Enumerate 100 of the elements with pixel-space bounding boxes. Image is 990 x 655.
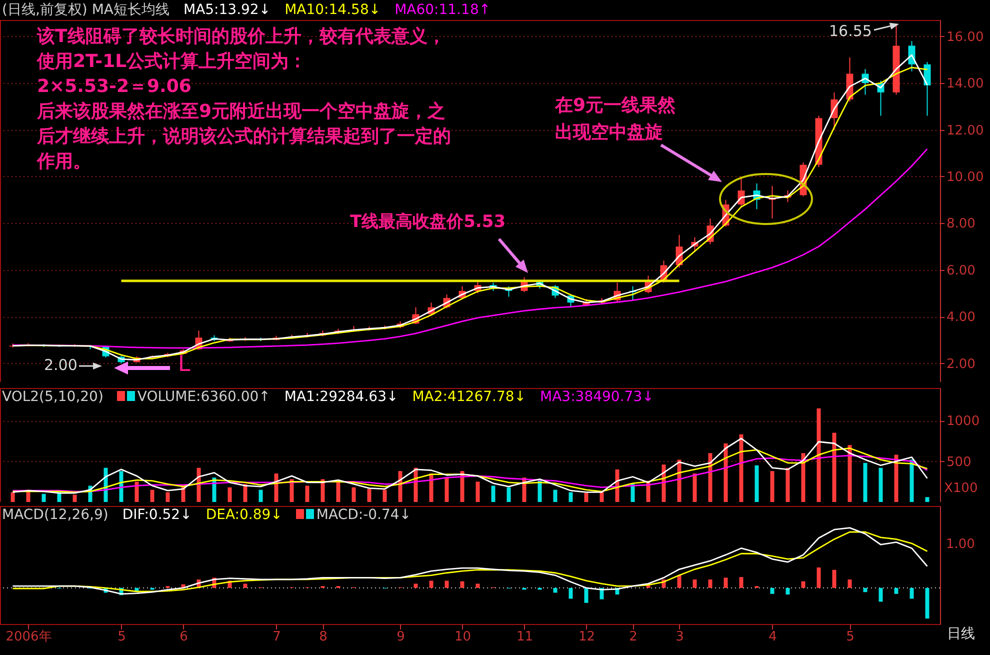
bar (553, 490, 558, 502)
bar (336, 480, 340, 502)
bar (414, 584, 418, 588)
legend-label: VOLUME:6360.00↑ (136, 389, 270, 405)
x-tick-label: 6 (180, 630, 188, 644)
y-tick-label: 2.00 (946, 356, 976, 372)
bar (382, 490, 387, 502)
legend-label: MACD:-0.74↓ (315, 507, 412, 523)
bar (724, 578, 728, 588)
bar (584, 588, 588, 603)
bar (878, 588, 883, 602)
bar (444, 580, 449, 588)
bar (739, 577, 744, 588)
candlestick (924, 62, 931, 116)
bar (429, 580, 434, 588)
bar (801, 581, 806, 588)
bar (630, 484, 635, 502)
text: DIF:0.52↓ (122, 507, 192, 523)
text: MA60:11.18↑ (394, 2, 491, 18)
bar (739, 434, 744, 502)
bar (646, 585, 650, 588)
y-tick-label: 14.00 (946, 76, 984, 92)
bar (925, 497, 930, 502)
text: MA3:38490.73↓ (540, 389, 654, 405)
bar (460, 471, 464, 502)
bar (134, 482, 139, 502)
x-tick-label: 7 (272, 630, 281, 644)
bar (848, 445, 852, 502)
x-tick-label: 4 (768, 630, 777, 644)
bar (166, 492, 170, 502)
line-series (12, 454, 928, 492)
bar (352, 487, 356, 502)
bar (832, 570, 836, 588)
bar (816, 408, 821, 502)
bar (243, 584, 248, 588)
annotation: 2×5.53-2＝9.06 (37, 76, 192, 97)
annotation: 在9元一线果然 (554, 95, 677, 116)
bar (677, 575, 682, 588)
x-tick-label: 2006年 (6, 630, 52, 644)
bar (476, 482, 480, 502)
annotation: 后来该股果然在涨至9元附近出现一个空中盘旋，之 (36, 101, 446, 122)
y-tick-label: 500 (946, 454, 972, 470)
bar (786, 588, 790, 595)
bar (910, 588, 914, 599)
bar (460, 581, 464, 588)
bar (692, 579, 697, 588)
text: MA5:13.92↓ (183, 2, 271, 18)
x-tick-label: 10 (454, 630, 472, 644)
bar (72, 494, 77, 502)
text: X100 (944, 481, 978, 496)
x-tick-label: 9 (396, 630, 405, 644)
bar (786, 468, 790, 502)
bar (754, 465, 759, 502)
bar (10, 492, 15, 502)
bar (538, 480, 542, 502)
chart-title: MACD(12,26,9) (2, 507, 108, 523)
bar (506, 487, 511, 502)
chart-title: (日线,前复权) MA短长均线 (2, 2, 170, 18)
bar (832, 432, 836, 502)
x-tick-label: 12 (578, 630, 596, 644)
text: MA2:41267.78↓ (412, 389, 526, 405)
bar (600, 492, 604, 502)
bar (243, 484, 248, 502)
text: MA1:29284.63↓ (284, 389, 398, 405)
y-tick-label: 10.00 (946, 170, 984, 185)
bar (553, 588, 558, 593)
bar (894, 454, 898, 502)
bar (708, 579, 712, 588)
bar (320, 479, 325, 502)
bar (119, 471, 124, 502)
x-tick-label: 11 (516, 630, 534, 644)
annotation: 使用2T-1L公式计算上升空间为： (36, 51, 307, 72)
bar (724, 443, 728, 502)
chart-title: VOL2(5,10,20) (2, 389, 104, 405)
bar (568, 588, 573, 599)
bar (848, 579, 852, 588)
bar (816, 567, 821, 588)
bar (444, 478, 449, 502)
annotation: 16.55 (829, 22, 872, 40)
bar (584, 493, 588, 502)
x-tick-label: 5 (846, 630, 854, 644)
line-series (12, 438, 928, 494)
text: MA10:14.58↓ (284, 2, 381, 18)
line-series (12, 448, 928, 493)
y-tick-label: 12.00 (946, 123, 984, 138)
annotation: 出现空中盘旋 (555, 122, 663, 143)
bar (367, 488, 372, 502)
bar (863, 462, 868, 502)
bar (770, 588, 774, 594)
bar (568, 492, 573, 502)
text: 日线 (947, 626, 975, 642)
bar (692, 474, 697, 502)
annotation: T线最高收盘价5.53 (350, 212, 506, 232)
annotation: 2.00 (44, 356, 78, 374)
x-tick-label: 8 (319, 630, 328, 644)
x-tick-label: 5 (118, 630, 126, 644)
bar (258, 490, 263, 502)
bar (150, 490, 154, 502)
bar (770, 471, 774, 502)
bar (708, 453, 712, 502)
